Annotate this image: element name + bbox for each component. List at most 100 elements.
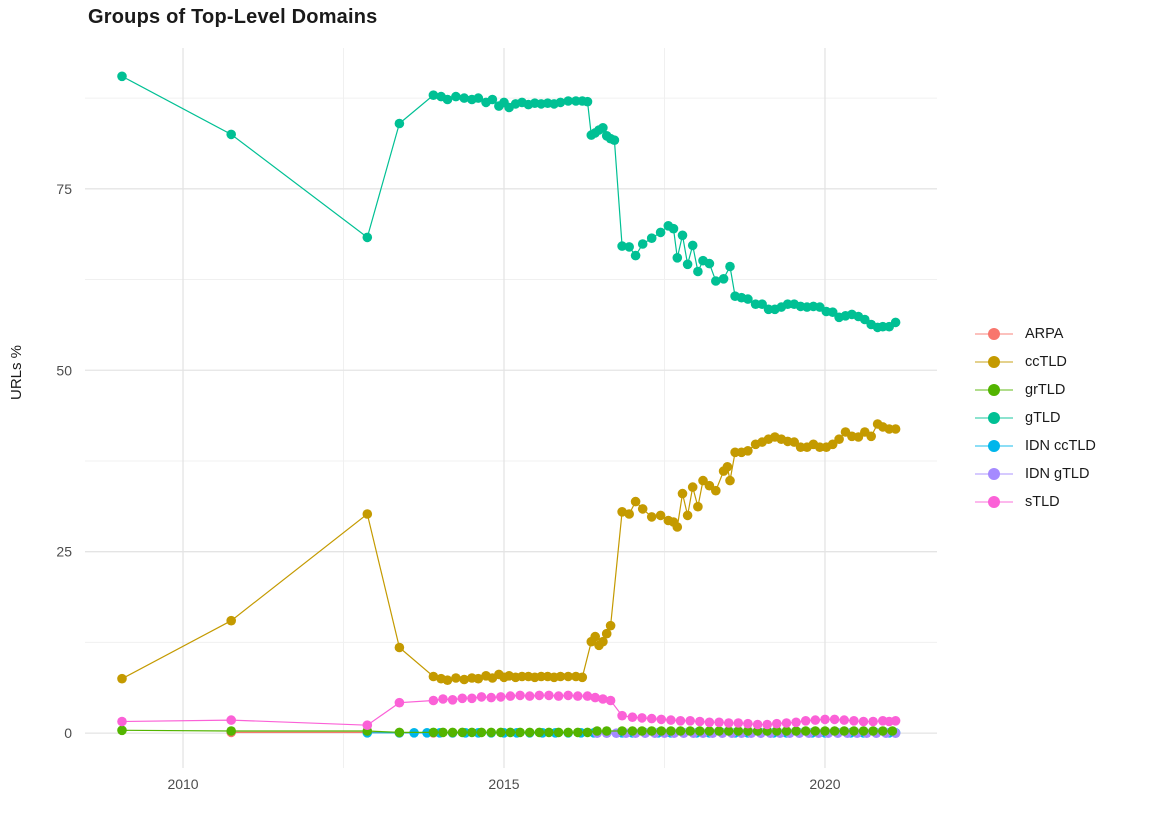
data-point bbox=[772, 726, 782, 736]
data-point bbox=[695, 716, 705, 727]
data-point bbox=[685, 726, 695, 736]
data-point bbox=[655, 227, 666, 238]
data-point bbox=[563, 727, 573, 738]
data-point bbox=[711, 485, 721, 496]
data-point bbox=[428, 90, 439, 100]
series-cctld bbox=[117, 419, 901, 685]
data-point bbox=[810, 715, 821, 725]
data-point bbox=[476, 692, 487, 702]
data-point bbox=[447, 727, 458, 738]
data-point bbox=[362, 232, 373, 243]
data-point bbox=[515, 727, 525, 738]
data-point bbox=[598, 636, 608, 647]
data-point bbox=[582, 691, 593, 701]
data-point bbox=[515, 690, 525, 701]
data-point bbox=[637, 504, 648, 514]
legend-label: grTLD bbox=[1025, 382, 1066, 398]
data-point bbox=[743, 726, 753, 736]
data-point bbox=[473, 93, 484, 103]
data-point bbox=[553, 691, 564, 701]
data-point bbox=[687, 482, 698, 492]
data-point bbox=[428, 727, 439, 738]
legend-line-dot-symbol bbox=[975, 355, 1013, 369]
legend-label: sTLD bbox=[1025, 494, 1060, 510]
data-point bbox=[677, 230, 688, 241]
data-point bbox=[226, 726, 236, 736]
data-point bbox=[457, 693, 468, 704]
data-point bbox=[757, 299, 767, 310]
data-point bbox=[675, 726, 686, 736]
data-point bbox=[718, 274, 729, 284]
data-point bbox=[672, 252, 683, 263]
data-point bbox=[704, 726, 715, 736]
data-point bbox=[752, 719, 763, 730]
series-gtld bbox=[117, 71, 901, 333]
data-point bbox=[428, 695, 439, 706]
data-point bbox=[457, 727, 468, 738]
data-point bbox=[459, 93, 470, 103]
data-point bbox=[487, 94, 498, 105]
legend-line-dot-symbol bbox=[975, 467, 1013, 481]
data-point bbox=[226, 615, 236, 626]
data-point bbox=[544, 690, 554, 701]
data-point bbox=[590, 692, 600, 703]
data-point bbox=[668, 223, 679, 234]
data-point bbox=[849, 716, 859, 726]
legend: ARPA ccTLD grTLD gTLD IDN ccTLD IDN gTLD sTLD bbox=[975, 320, 1096, 516]
data-point bbox=[772, 718, 782, 729]
data-point bbox=[675, 716, 686, 726]
y-tick-label: 75 bbox=[56, 181, 72, 197]
data-point bbox=[849, 726, 859, 736]
y-tick-label: 50 bbox=[56, 362, 72, 378]
legend-line-dot-symbol bbox=[975, 495, 1013, 509]
y-tick-label: 25 bbox=[56, 544, 72, 560]
data-point bbox=[827, 307, 838, 318]
data-point bbox=[601, 628, 612, 639]
data-point bbox=[394, 118, 405, 129]
data-point bbox=[117, 716, 127, 727]
data-point bbox=[496, 727, 506, 738]
data-point bbox=[666, 715, 676, 725]
data-point bbox=[725, 475, 735, 486]
data-point bbox=[695, 726, 705, 736]
data-point bbox=[555, 671, 566, 682]
data-point bbox=[582, 727, 593, 738]
data-point bbox=[733, 718, 744, 728]
data-point bbox=[505, 727, 516, 738]
data-point bbox=[698, 475, 708, 486]
data-point bbox=[858, 716, 869, 727]
data-point bbox=[605, 695, 616, 706]
data-point bbox=[473, 673, 484, 684]
data-point bbox=[839, 726, 849, 736]
data-point bbox=[362, 509, 373, 519]
data-point bbox=[711, 276, 721, 286]
data-point bbox=[524, 727, 535, 738]
chart-title: Groups of Top-Level Domains bbox=[88, 6, 378, 28]
data-point bbox=[442, 675, 453, 685]
data-point bbox=[781, 718, 792, 728]
data-point bbox=[553, 727, 564, 738]
data-point bbox=[834, 434, 844, 445]
data-point bbox=[791, 726, 801, 736]
data-point bbox=[666, 726, 676, 736]
data-point bbox=[467, 727, 477, 738]
data-point bbox=[617, 241, 627, 251]
data-point bbox=[544, 727, 554, 738]
data-point bbox=[743, 294, 753, 304]
data-point bbox=[459, 674, 470, 685]
data-point bbox=[878, 726, 888, 736]
data-point bbox=[868, 726, 878, 736]
data-point bbox=[486, 727, 497, 738]
data-point bbox=[627, 712, 638, 722]
legend-label: ARPA bbox=[1025, 326, 1064, 342]
data-point bbox=[598, 694, 608, 704]
data-point bbox=[887, 726, 898, 736]
data-point bbox=[829, 726, 840, 736]
data-point bbox=[505, 691, 516, 701]
data-point bbox=[820, 714, 830, 725]
legend-label: ccTLD bbox=[1025, 354, 1067, 370]
data-point bbox=[617, 710, 627, 721]
legend-item-cctld: ccTLD bbox=[975, 348, 1096, 376]
legend-item-arpa: ARPA bbox=[975, 320, 1096, 348]
